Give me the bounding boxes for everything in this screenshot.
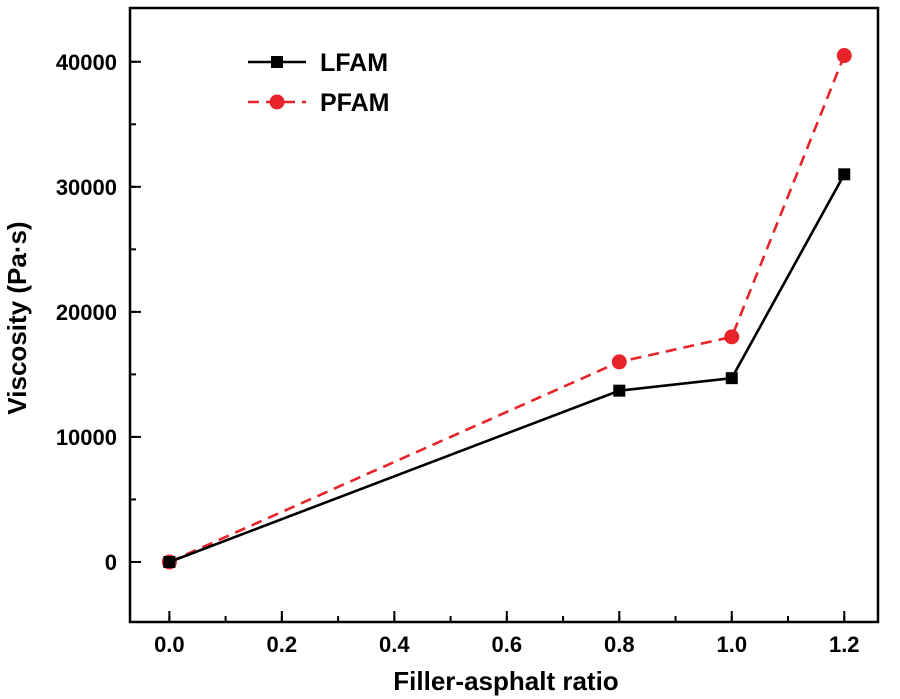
- data-point-lfam: [163, 555, 176, 568]
- y-tick-label: 40000: [56, 50, 117, 75]
- series-pfam-line: [168, 55, 846, 564]
- data-point-legend-lfam: [271, 56, 283, 68]
- data-point-pfam: [724, 329, 740, 345]
- x-tick-label: 0.0: [154, 632, 185, 657]
- legend-label: LFAM: [320, 49, 388, 77]
- x-tick-label: 0.8: [604, 632, 635, 657]
- x-axis-label: Filler-asphalt ratio: [393, 666, 618, 696]
- series-lfam: [163, 168, 851, 568]
- series-lfam-line: [168, 173, 846, 564]
- series-pfam: [161, 48, 852, 570]
- legend-item-pfam: PFAM: [248, 89, 389, 117]
- data-point-lfam: [838, 168, 851, 181]
- plot-area: 0.0 0.2 0.4 0.6 0.8 1.0 1.2 0 10000 20000 30000 400…: [56, 6, 880, 657]
- legend: LFAM PFAM: [248, 49, 389, 117]
- y-tick-label: 30000: [56, 175, 117, 200]
- data-point-pfam: [836, 48, 852, 64]
- data-point-pfam: [611, 354, 627, 370]
- data-point-lfam: [725, 372, 738, 385]
- x-tick-label: 0.4: [379, 632, 410, 657]
- data-point-legend-pfam: [269, 94, 285, 110]
- x-tick-label: 0.2: [267, 632, 298, 657]
- x-tick-label: 1.2: [829, 632, 860, 657]
- x-tick-label: 0.6: [492, 632, 523, 657]
- x-tick-label: 1.0: [716, 632, 747, 657]
- y-tick-label: 10000: [56, 425, 117, 450]
- y-tick-label: 0: [105, 550, 117, 575]
- axis-ticks: 0.0 0.2 0.4 0.6 0.8 1.0 1.2 0 10000 20000 30000 400…: [56, 50, 860, 657]
- y-tick-label: 20000: [56, 300, 117, 325]
- plot-frame: [128, 6, 880, 624]
- legend-item-lfam: LFAM: [248, 49, 388, 77]
- y-axis-label: Viscosity (Pa·s): [2, 221, 32, 414]
- legend-label: PFAM: [320, 89, 389, 117]
- data-point-lfam: [613, 384, 626, 397]
